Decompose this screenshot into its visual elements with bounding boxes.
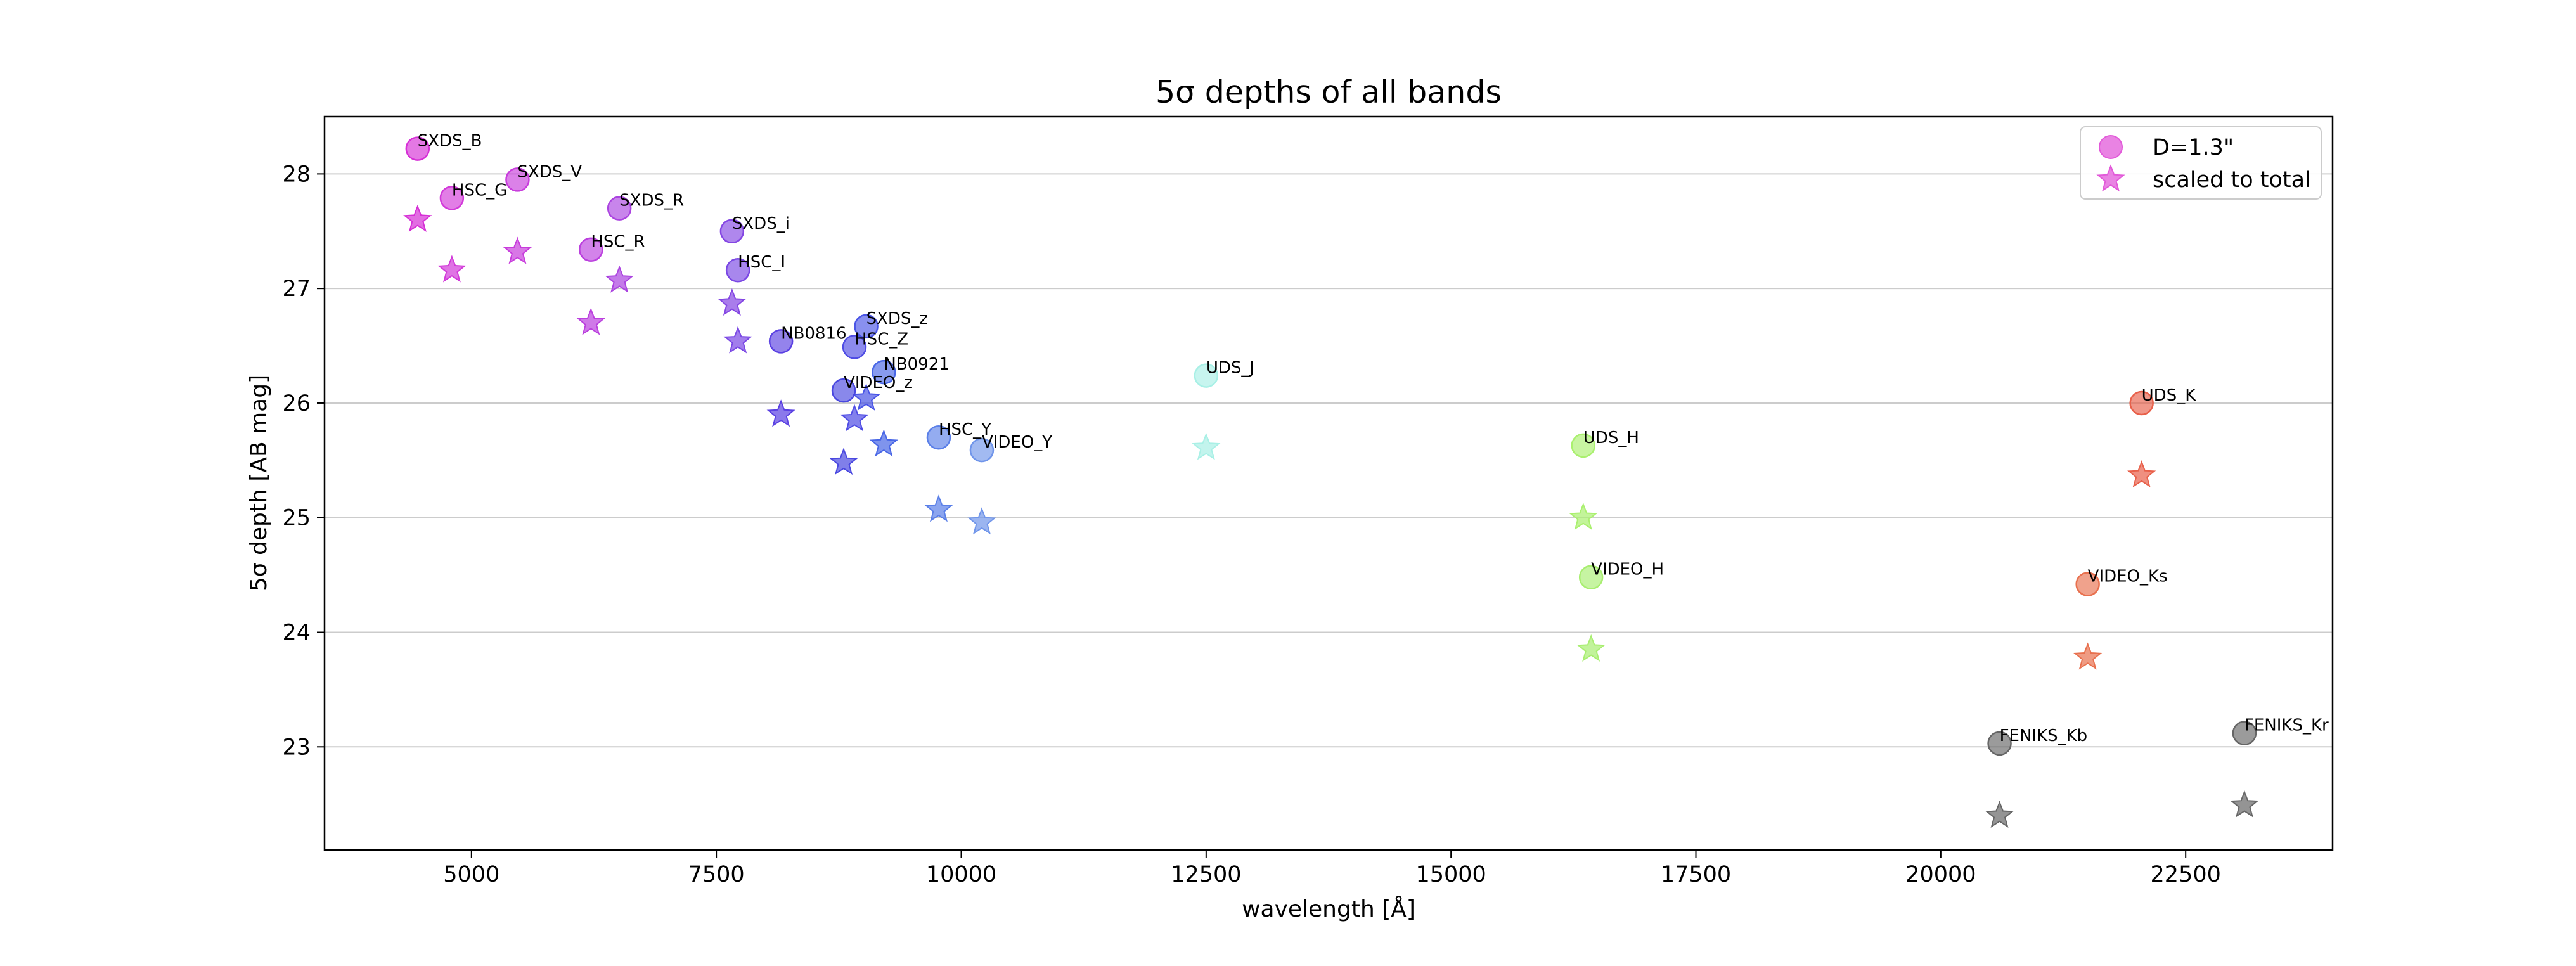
- band-label: HSC_Y: [939, 420, 991, 439]
- circle-marker: [872, 359, 896, 385]
- y-tick-label: 24: [282, 621, 311, 646]
- circle-marker: [579, 237, 603, 262]
- band-label: FENIKS_Kr: [2244, 716, 2329, 735]
- circle-marker: [719, 219, 745, 244]
- star-marker: [576, 307, 605, 335]
- star-marker: [851, 383, 881, 411]
- star-marker: [605, 265, 634, 293]
- circle-marker: [768, 329, 794, 354]
- circle-marker: [1571, 433, 1596, 458]
- band-label: SXDS_V: [517, 162, 582, 181]
- star-marker: [869, 429, 899, 457]
- series-aperture: [405, 136, 2257, 756]
- band-label: SXDS_B: [418, 132, 482, 151]
- x-tick-label: 10000: [926, 862, 996, 887]
- star-marker: [924, 494, 953, 522]
- circle-marker: [969, 437, 995, 463]
- band-label: HSC_R: [591, 233, 645, 252]
- star-marker: [2230, 790, 2259, 818]
- star-marker: [437, 255, 467, 283]
- axis-ticks: 23 24 25 26 27 28 5000 7500 10000 12500 15000 17500…: [282, 162, 2220, 887]
- circle-marker: [439, 186, 465, 210]
- star-marker: [723, 326, 752, 354]
- plot-frame: [323, 115, 2334, 851]
- star-marker: [967, 507, 996, 535]
- star-marker: [2127, 460, 2156, 488]
- circle-marker: [926, 425, 951, 450]
- band-label: UDS_J: [1206, 359, 1254, 378]
- star-marker: [1569, 502, 1598, 530]
- band-label: VIDEO_Y: [982, 433, 1052, 452]
- star-marker: [766, 399, 795, 427]
- band-label: HSC_Z: [854, 330, 908, 349]
- band-label: VIDEO_H: [1591, 560, 1664, 579]
- band-label: VIDEO_Ks: [2088, 567, 2168, 586]
- star-marker: [403, 204, 432, 232]
- x-tick-label: 15000: [1415, 862, 1486, 887]
- circle-marker: [2129, 390, 2154, 416]
- star-marker: [718, 288, 747, 316]
- legend-star-marker: [2096, 164, 2125, 192]
- legend-total-label: scaled to total: [2153, 167, 2311, 193]
- gridlines: [325, 173, 2333, 748]
- star-marker: [1985, 801, 2014, 828]
- y-tick-label: 28: [282, 162, 311, 187]
- x-tick-label: 5000: [443, 862, 499, 887]
- legend-box: [2080, 126, 2322, 200]
- band-labels: SXDS_B HSC_G SXDS_V HSC_R SXDS_R SXDS_i HSC_I N…: [418, 132, 2329, 745]
- star-marker: [840, 404, 869, 432]
- y-tick-label: 25: [282, 506, 311, 531]
- circle-marker: [1578, 565, 1604, 589]
- legend: D=1.3" scaled to total: [2080, 126, 2322, 200]
- band-label: SXDS_R: [619, 191, 684, 210]
- band-label: SXDS_i: [732, 214, 790, 233]
- series-scaled-to-total: [403, 204, 2259, 828]
- band-label: NB0921: [884, 355, 949, 374]
- star-marker: [1192, 432, 1221, 460]
- band-label: SXDS_z: [866, 309, 929, 328]
- band-label: HSC_I: [738, 253, 785, 272]
- circle-marker: [831, 378, 856, 403]
- star-marker: [503, 236, 532, 264]
- band-label: VIDEO_z: [844, 373, 913, 392]
- x-tick-label: 22500: [2151, 862, 2221, 887]
- circle-marker: [1987, 731, 2012, 756]
- y-axis-label: 5σ depth [AB mag]: [246, 375, 272, 591]
- circle-marker: [725, 257, 750, 283]
- circle-marker: [505, 167, 530, 192]
- chart-title: 5σ depths of all bands: [1156, 74, 1502, 110]
- band-label: FENIKS_Kb: [2000, 726, 2088, 745]
- star-marker: [2073, 642, 2103, 670]
- band-label: NB0816: [781, 324, 846, 343]
- star-marker: [1576, 634, 1606, 662]
- band-label: UDS_K: [2142, 386, 2197, 405]
- circle-marker: [607, 196, 632, 221]
- y-tick-label: 27: [282, 276, 311, 302]
- x-tick-label: 7500: [688, 862, 745, 887]
- x-tick-label: 12500: [1171, 862, 1241, 887]
- y-tick-label: 26: [282, 391, 311, 416]
- circle-marker: [2075, 572, 2100, 596]
- x-tick-label: 17500: [1661, 862, 1731, 887]
- y-tick-label: 23: [282, 735, 311, 760]
- x-tick-label: 20000: [1905, 862, 1976, 887]
- x-axis-label: wavelength [Å]: [1242, 895, 1415, 922]
- circle-marker: [2232, 721, 2257, 745]
- circle-marker: [842, 335, 867, 359]
- legend-aperture-label: D=1.3": [2153, 135, 2234, 160]
- star-marker: [829, 448, 858, 475]
- circle-marker: [1194, 363, 1219, 388]
- circle-marker: [854, 314, 879, 339]
- legend-circle-marker: [2099, 135, 2123, 159]
- circle-marker: [405, 136, 430, 161]
- band-label: UDS_H: [1583, 428, 1639, 448]
- band-label: HSC_G: [452, 181, 507, 200]
